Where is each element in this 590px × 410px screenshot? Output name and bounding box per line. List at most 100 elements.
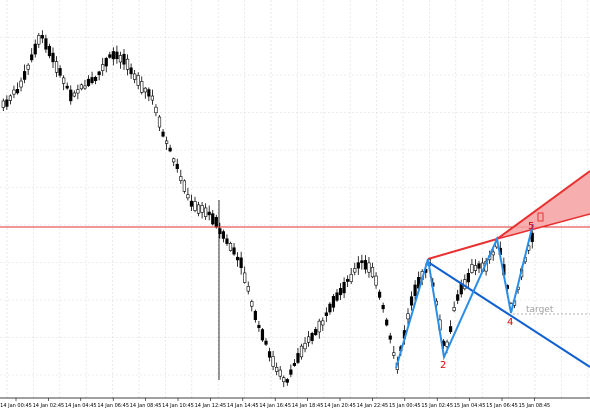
candle-body	[314, 329, 318, 336]
candle-body	[271, 356, 275, 367]
candle-body	[40, 35, 44, 39]
candle-body	[33, 43, 37, 55]
projection-upper-edge[interactable]	[496, 170, 590, 240]
candle-body	[342, 282, 346, 294]
candle-body	[324, 312, 328, 316]
x-tick-label: 14 Jan 16:45	[259, 403, 291, 409]
candle-body	[182, 180, 186, 192]
candle-body	[385, 319, 389, 326]
candle-body	[367, 262, 371, 273]
candle-body	[200, 205, 204, 213]
candle-body	[5, 99, 9, 107]
candle-body	[115, 51, 119, 60]
candle-body	[12, 89, 16, 95]
candle-body	[189, 200, 194, 207]
projection-lower-edge[interactable]	[496, 213, 590, 240]
candle-body	[328, 303, 332, 313]
candle-body	[306, 336, 311, 343]
upper-channel-line[interactable]	[427, 238, 498, 260]
candle-body	[299, 345, 304, 358]
candle-body	[243, 272, 247, 283]
candle-body	[150, 95, 155, 101]
x-tick-label: 15 Jan 08:45	[519, 403, 551, 409]
candle-body	[338, 288, 343, 296]
candlestick-series	[1, 30, 534, 388]
time-axis: 14 Jan 00:45 14 Jan 02:45 14 Jan 04:45 14 J…	[0, 397, 590, 409]
candle-body	[122, 53, 126, 65]
candle-body	[65, 85, 69, 89]
x-tick-label: 14 Jan 06:45	[97, 403, 129, 409]
candle-body	[72, 92, 76, 97]
candle-body	[303, 343, 307, 350]
candle-body	[335, 292, 339, 301]
candle-body	[377, 291, 382, 298]
candle-body	[204, 207, 208, 217]
x-tick-label: 14 Jan 00:45	[0, 403, 32, 409]
candle-body	[267, 351, 272, 358]
candle-body	[363, 260, 368, 270]
pattern-marker[interactable]	[537, 212, 544, 222]
candle-body	[448, 326, 453, 333]
x-tick-label: 14 Jan 04:45	[65, 403, 97, 409]
candle-body	[15, 89, 20, 94]
candle-body	[193, 201, 197, 211]
candle-body	[374, 275, 378, 286]
candle-body	[264, 340, 268, 345]
x-tick-label: 14 Jan 12:45	[195, 403, 227, 409]
candle-body	[381, 304, 385, 310]
candle-body	[406, 313, 410, 320]
candle-body	[125, 58, 130, 70]
candle-body	[83, 85, 87, 89]
candle-body	[175, 163, 179, 170]
candle-body	[136, 75, 140, 86]
candle-body	[97, 71, 101, 76]
wave-label-5: 5	[528, 221, 534, 232]
wave-pattern-line[interactable]	[395, 223, 534, 369]
candle-body	[22, 71, 27, 80]
candle-body	[51, 52, 55, 63]
candle-body	[86, 78, 91, 86]
candle-body	[413, 284, 417, 297]
candle-body	[58, 68, 62, 76]
candle-body	[207, 211, 211, 216]
candle-body	[143, 87, 147, 93]
lower-channel-line[interactable]	[427, 261, 590, 368]
candle-body	[491, 251, 495, 256]
target-label: target	[526, 305, 554, 315]
candle-body	[118, 55, 123, 63]
candle-body	[221, 231, 226, 239]
candle-body	[140, 81, 144, 93]
candle-body	[388, 335, 392, 340]
candle-body	[278, 369, 282, 377]
candle-body	[470, 264, 474, 273]
candle-body	[473, 265, 478, 271]
x-tick-label: 14 Jan 18:45	[292, 403, 324, 409]
candle-body	[186, 194, 190, 199]
candle-body	[282, 377, 286, 383]
candle-body	[104, 58, 108, 67]
candle-body	[218, 228, 222, 235]
candle-body	[445, 341, 449, 347]
candle-body	[253, 311, 257, 320]
candle-body	[101, 64, 105, 71]
candle-body	[133, 73, 137, 80]
x-tick-label: 15 Jan 04:45	[454, 403, 486, 409]
candle-body	[76, 89, 80, 94]
x-tick-label: 14 Jan 20:45	[324, 403, 356, 409]
candle-body	[168, 147, 172, 152]
candle-body	[321, 320, 325, 326]
candle-body	[466, 273, 470, 283]
candle-body	[232, 247, 236, 255]
candle-body	[370, 267, 375, 278]
candle-body	[147, 89, 151, 97]
candle-body	[236, 256, 240, 261]
candle-body	[260, 329, 265, 341]
candle-body	[356, 262, 360, 269]
candle-body	[530, 232, 534, 242]
candle-body	[111, 51, 115, 60]
candle-body	[179, 176, 183, 181]
candle-body	[26, 64, 30, 70]
candle-body	[211, 213, 215, 225]
